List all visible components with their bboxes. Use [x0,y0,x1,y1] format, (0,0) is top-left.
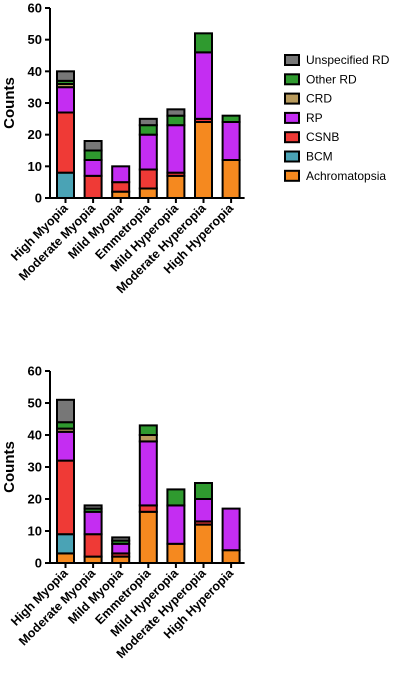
bar-segment [194,498,213,523]
legend-swatch [284,111,300,124]
legend: Unspecified RD Other RD CRD RP CSNB BCM Achrom… [284,53,390,183]
legend-swatch [284,92,300,105]
y-tick-label: 30 [28,96,42,111]
bar-segment [194,121,213,199]
bar-segment [194,482,213,500]
bar-segment [56,70,75,82]
bar-segment [221,507,241,552]
bar-segment [138,117,158,127]
bar-segment [221,121,241,161]
bar-segment [111,181,131,193]
bar-segment [138,424,158,436]
bar-segment [166,174,186,199]
bar-segment [194,523,213,564]
legend-label: CRD [306,92,332,106]
bar-segment [138,124,158,136]
bar-segment [83,510,103,536]
bar-segment [194,51,213,120]
bar-segment [56,398,75,424]
bar-segment [221,114,241,123]
bar-segment [56,111,75,174]
bar-segment [56,430,75,462]
y-tick-label: 0 [35,556,42,571]
bar-segment [56,86,75,114]
bar-segment [138,187,158,199]
bar-segment [56,533,75,555]
y-tick-label: 40 [28,428,42,443]
y-tick-label: 50 [28,32,42,47]
y-tick-label: 40 [28,64,42,79]
y-axis-title: Counts [1,77,18,129]
bar-segment [166,504,186,545]
bar-segment [221,159,241,199]
y-tick-label: 50 [28,396,42,411]
bar-segment [56,552,75,565]
bar-segment [56,459,75,536]
y-tick-label: 0 [35,191,42,206]
legend-swatch [284,150,300,163]
bar-segment [138,510,158,564]
legend-label: CSNB [306,130,339,144]
bar-segment [166,124,186,174]
bar-segment [166,108,186,117]
bar-segment [56,171,75,200]
bar-segment [83,140,103,152]
y-axis-title: Counts [1,441,18,493]
bar-segment [166,488,186,507]
bar-segment [166,542,186,564]
bar-segment [138,133,158,171]
legend-swatch [284,54,300,66]
bar-segment [166,114,186,127]
bar-segment [221,549,241,565]
legend-swatch [284,73,300,86]
bar-segment [83,159,103,177]
bar-segment [83,533,103,558]
y-tick-label: 60 [28,1,42,16]
legend-label: RP [306,111,323,125]
bar-segment [111,536,131,542]
y-tick-label: 10 [28,159,42,174]
bar-segment [111,542,131,555]
y-tick-label: 30 [28,460,42,475]
y-tick-label: 20 [28,492,42,507]
bar-segment [194,32,213,54]
bar-segment [83,149,103,161]
y-tick-label: 60 [28,364,42,379]
legend-swatch [284,169,300,182]
bar-segment [111,165,131,184]
legend-label: Achromatopsia [306,169,386,183]
bar-segment [83,174,103,199]
legend-label: BCM [306,150,333,164]
legend-swatch [284,131,300,144]
legend-label: Unspecified RD [306,53,390,67]
bar-segment [138,168,158,190]
legend-label: Other RD [306,72,357,86]
bar-segment [138,440,158,507]
y-tick-label: 10 [28,524,42,539]
y-tick-label: 20 [28,127,42,142]
bar-segment [83,504,103,510]
